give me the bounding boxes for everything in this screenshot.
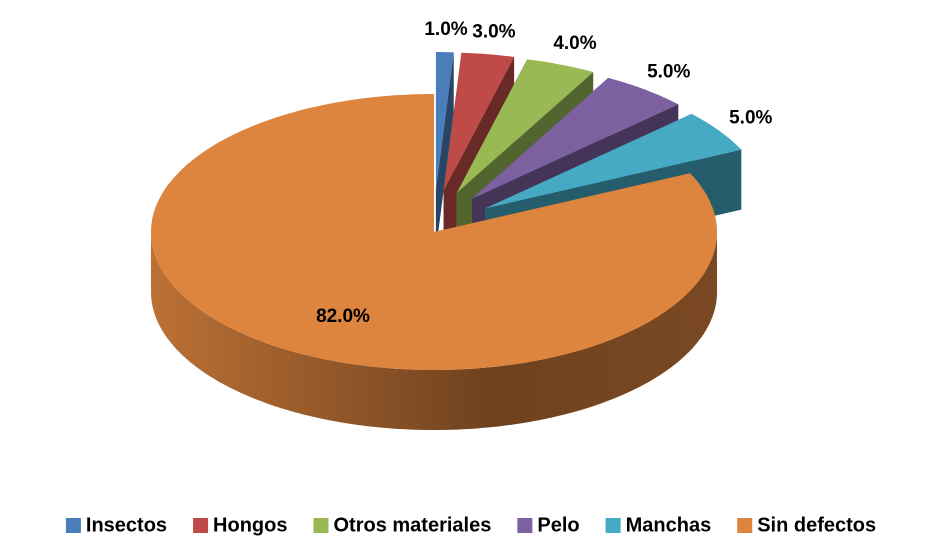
data-label: 1.0% — [424, 19, 467, 40]
legend-swatch — [193, 518, 209, 533]
data-label: 5.0% — [729, 107, 772, 128]
legend-label: Sin defectos — [757, 514, 876, 536]
legend-label: Hongos — [213, 514, 287, 536]
data-label: 3.0% — [472, 22, 515, 43]
slice — [151, 94, 717, 370]
slice-side-shade — [435, 52, 454, 250]
legend-label: Otros materiales — [333, 514, 491, 536]
legend-label: Pelo — [537, 514, 579, 536]
legend: Insectos Hongos Otros materiales Pelo Mancha… — [65, 514, 876, 536]
legend-label: Manchas — [626, 514, 712, 536]
legend-swatch — [737, 518, 753, 533]
legend-label: Insectos — [86, 514, 167, 536]
legend-swatch — [313, 518, 329, 533]
legend-swatch — [605, 518, 621, 533]
slice-wall-shade — [151, 232, 717, 430]
legend-swatch — [65, 518, 81, 533]
slice — [443, 52, 515, 191]
slice — [485, 113, 742, 209]
slice — [472, 77, 679, 199]
slice — [435, 52, 454, 190]
data-label: 5.0% — [647, 61, 690, 82]
data-label: 82.0% — [316, 306, 370, 327]
slice — [456, 59, 594, 193]
slice-side — [435, 52, 454, 250]
data-label: 4.0% — [553, 33, 596, 54]
legend-swatch — [517, 518, 533, 533]
